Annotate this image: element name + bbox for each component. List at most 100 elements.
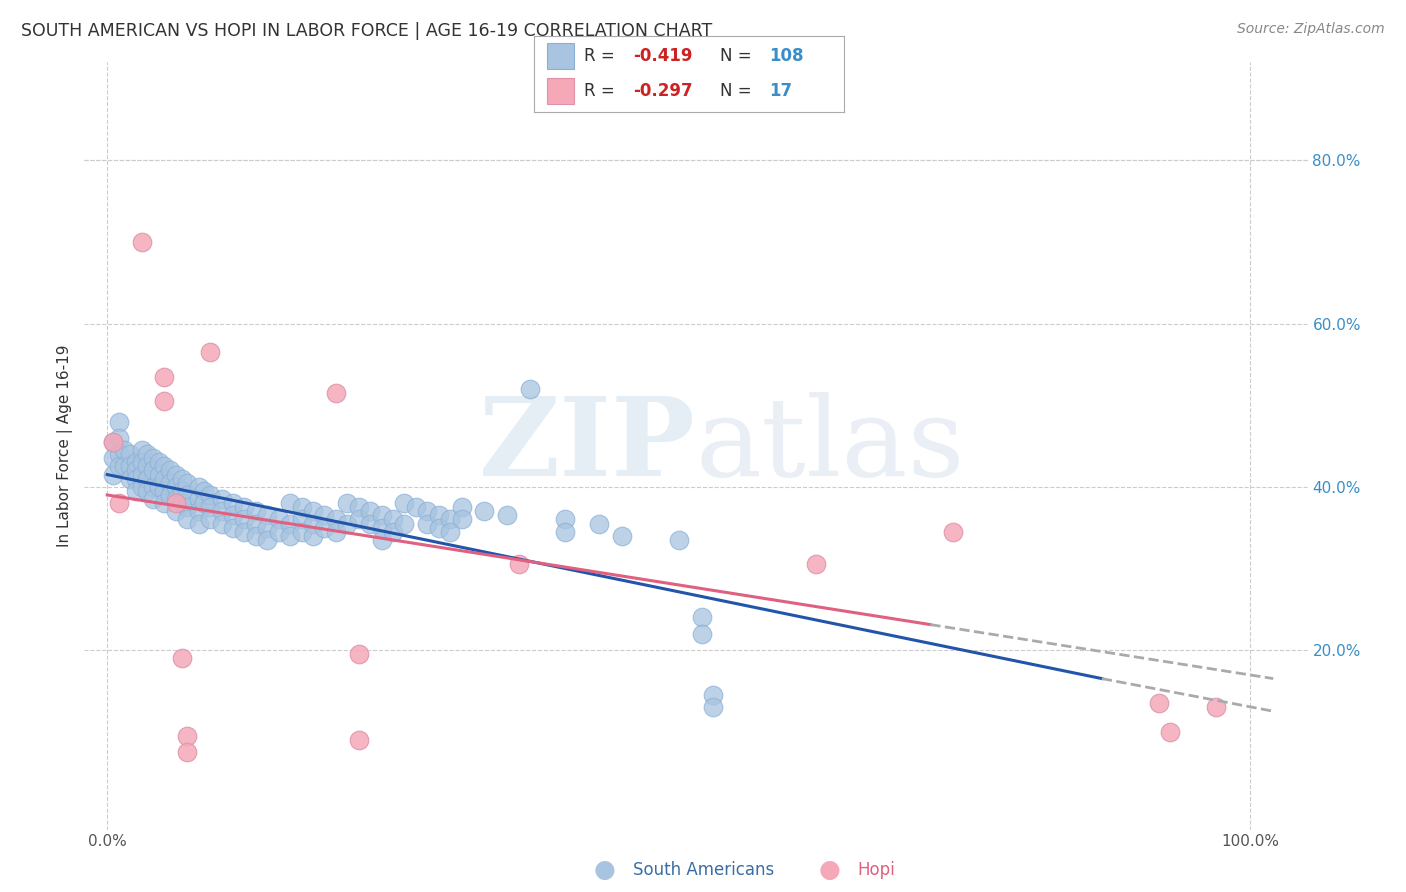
Point bbox=[302, 529, 325, 543]
Text: SOUTH AMERICAN VS HOPI IN LABOR FORCE | AGE 16-19 CORRELATION CHART: SOUTH AMERICAN VS HOPI IN LABOR FORCE | … bbox=[21, 22, 713, 40]
Point bbox=[233, 500, 256, 515]
Point bbox=[131, 455, 153, 469]
Text: N =: N = bbox=[720, 47, 756, 65]
Text: -0.419: -0.419 bbox=[633, 47, 693, 65]
Point bbox=[427, 508, 450, 523]
Point bbox=[148, 480, 170, 494]
Point bbox=[702, 700, 724, 714]
Text: 108: 108 bbox=[769, 47, 804, 65]
Point bbox=[193, 483, 215, 498]
Point bbox=[302, 516, 325, 531]
Point bbox=[256, 508, 278, 523]
Point bbox=[370, 533, 392, 547]
Point bbox=[222, 496, 245, 510]
Point bbox=[211, 516, 233, 531]
Point bbox=[256, 520, 278, 534]
Point bbox=[222, 520, 245, 534]
Point bbox=[439, 524, 461, 539]
Point bbox=[359, 516, 381, 531]
Point bbox=[336, 516, 359, 531]
Point bbox=[690, 610, 713, 624]
Point bbox=[359, 504, 381, 518]
Point bbox=[198, 512, 221, 526]
Point bbox=[245, 516, 267, 531]
Point bbox=[131, 235, 153, 249]
Point bbox=[187, 480, 209, 494]
Point bbox=[416, 504, 439, 518]
Point bbox=[416, 516, 439, 531]
Point bbox=[136, 472, 159, 486]
Point bbox=[382, 524, 405, 539]
Text: Hopi: Hopi bbox=[858, 861, 896, 879]
Point bbox=[256, 533, 278, 547]
Point bbox=[165, 491, 187, 506]
Point bbox=[450, 500, 472, 515]
Text: ●: ● bbox=[818, 858, 841, 881]
Point bbox=[136, 459, 159, 474]
Point bbox=[107, 415, 129, 429]
Point bbox=[290, 524, 312, 539]
Point bbox=[165, 467, 187, 482]
Point bbox=[193, 496, 215, 510]
Point bbox=[170, 651, 193, 665]
Point bbox=[610, 529, 633, 543]
Point bbox=[159, 488, 181, 502]
Point bbox=[176, 745, 198, 759]
Point bbox=[553, 512, 575, 526]
Point bbox=[176, 512, 198, 526]
Point bbox=[159, 475, 181, 490]
Point bbox=[405, 500, 427, 515]
Text: 17: 17 bbox=[769, 82, 793, 100]
Text: ●: ● bbox=[593, 858, 616, 881]
Point bbox=[211, 504, 233, 518]
Point bbox=[1159, 724, 1181, 739]
Point bbox=[370, 508, 392, 523]
Point bbox=[233, 524, 256, 539]
Point bbox=[107, 431, 129, 445]
Point bbox=[112, 459, 135, 474]
Point bbox=[176, 729, 198, 743]
Point bbox=[245, 529, 267, 543]
Point bbox=[668, 533, 690, 547]
Point bbox=[1147, 696, 1170, 710]
Point bbox=[198, 500, 221, 515]
Point bbox=[382, 512, 405, 526]
Point bbox=[267, 524, 290, 539]
Point bbox=[131, 467, 153, 482]
Text: R =: R = bbox=[583, 47, 620, 65]
Point bbox=[107, 459, 129, 474]
Point bbox=[107, 447, 129, 461]
Text: N =: N = bbox=[720, 82, 756, 100]
Point bbox=[508, 558, 530, 572]
Point bbox=[370, 520, 392, 534]
Point bbox=[153, 394, 176, 409]
Point bbox=[347, 647, 370, 661]
Text: atlas: atlas bbox=[696, 392, 966, 500]
Point bbox=[176, 500, 198, 515]
Point bbox=[496, 508, 519, 523]
Point bbox=[125, 472, 148, 486]
Point bbox=[474, 504, 496, 518]
Point bbox=[394, 496, 416, 510]
Point bbox=[245, 504, 267, 518]
Point bbox=[347, 512, 370, 526]
Point bbox=[101, 434, 124, 449]
Point bbox=[153, 369, 176, 384]
Point bbox=[702, 688, 724, 702]
Point bbox=[176, 488, 198, 502]
FancyBboxPatch shape bbox=[547, 44, 575, 69]
Point bbox=[153, 459, 176, 474]
Point bbox=[125, 463, 148, 477]
Y-axis label: In Labor Force | Age 16-19: In Labor Force | Age 16-19 bbox=[58, 344, 73, 548]
Point bbox=[170, 472, 193, 486]
Text: -0.297: -0.297 bbox=[633, 82, 693, 100]
Point bbox=[148, 467, 170, 482]
Point bbox=[314, 520, 336, 534]
Point bbox=[187, 516, 209, 531]
Point bbox=[120, 472, 142, 486]
Point bbox=[120, 459, 142, 474]
Point bbox=[142, 491, 165, 506]
Point bbox=[325, 386, 347, 401]
Point bbox=[519, 382, 541, 396]
Point bbox=[302, 504, 325, 518]
